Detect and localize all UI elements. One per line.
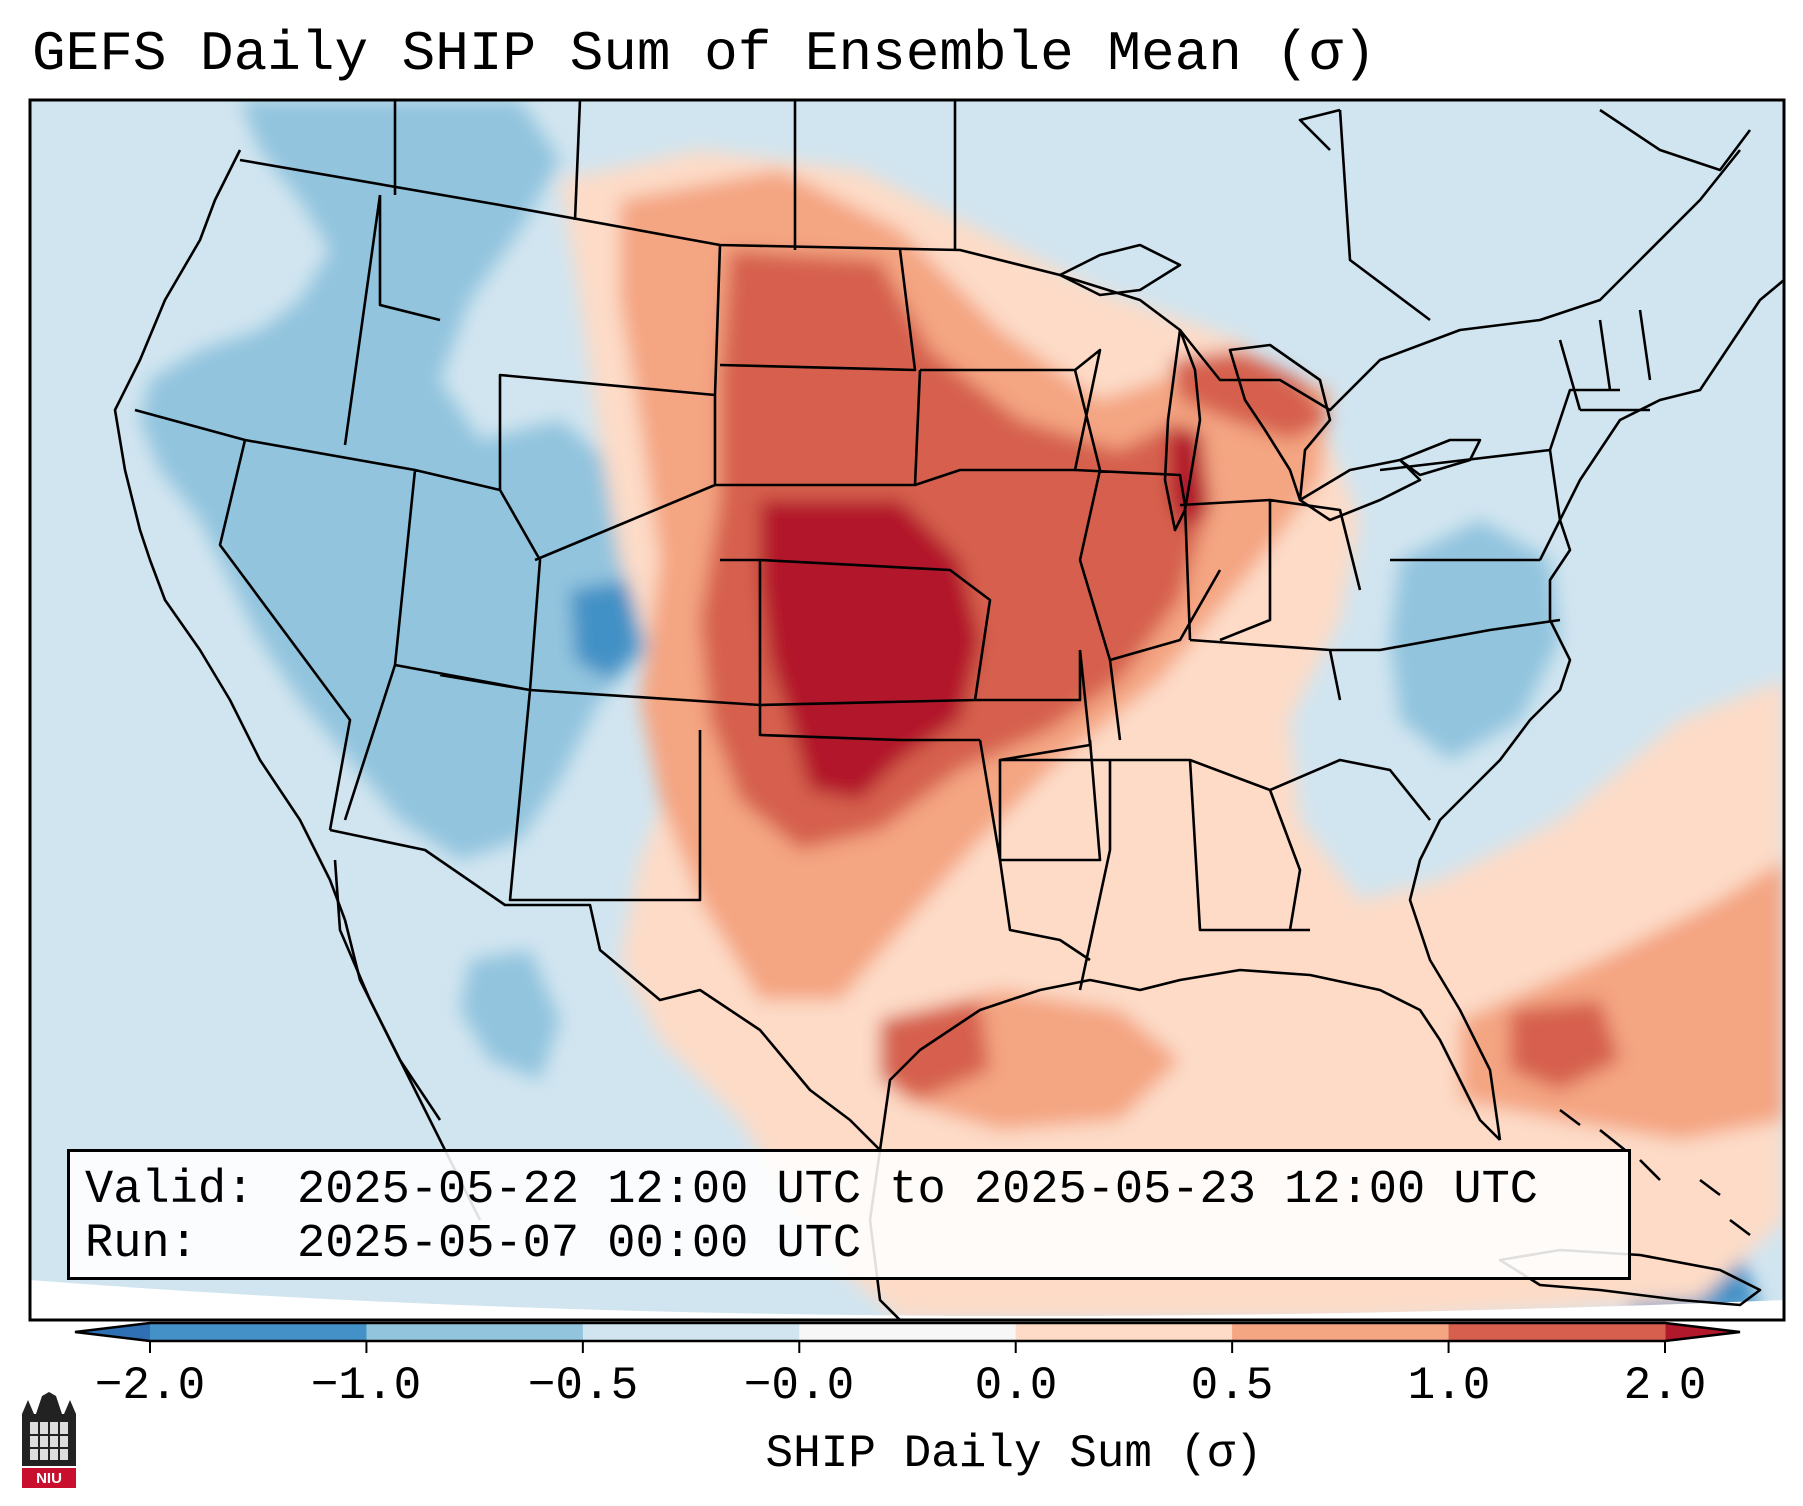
colorbar-tick-label-7: 2.0 xyxy=(1623,1360,1707,1412)
us-canada-border xyxy=(239,149,1742,412)
gulf-of-california-coastline xyxy=(333,859,442,1121)
colorbar-tick-label-0: −2.0 xyxy=(94,1360,206,1412)
boundary-lines xyxy=(113,100,1784,1320)
run-value: 2025-05-07 00:00 UTC xyxy=(297,1218,862,1271)
colorbar-extend-high xyxy=(1665,1323,1740,1341)
colorbar-tick-label-4: 0.0 xyxy=(974,1360,1058,1412)
map-frame xyxy=(28,98,1786,1322)
colorbar-label: SHIP Daily Sum (σ) xyxy=(765,1428,1263,1480)
anomaly-shading xyxy=(140,100,1784,1320)
negative-anomaly-region-west xyxy=(140,100,700,860)
gulf-coastline xyxy=(878,968,1501,1151)
valid-time-box: Valid: 2025-05-22 12:00 UTC to 2025-05-23… xyxy=(67,1149,1631,1280)
canada-north-features xyxy=(1298,108,1752,172)
colorbar-tick-label-6: 1.0 xyxy=(1407,1360,1491,1412)
atlantic-coastline xyxy=(1408,279,1784,1141)
positive-anomaly-region-texas xyxy=(880,1000,990,1100)
map-domain-edge xyxy=(30,1280,1784,1320)
valid-value: 2025-05-22 12:00 UTC to 2025-05-23 12:00… xyxy=(297,1164,1539,1217)
bahamas-islands xyxy=(1559,1108,1751,1237)
colorbar-tick-label-5: 0.5 xyxy=(1190,1360,1274,1412)
negative-anomaly-region-east xyxy=(1390,520,1560,760)
valid-row: Valid: 2025-05-22 12:00 UTC to 2025-05-23… xyxy=(85,1164,1628,1218)
colorbar-segment xyxy=(1232,1323,1450,1341)
run-row: Run: 2025-05-07 00:00 UTC xyxy=(85,1218,1628,1272)
great-lakes-outline xyxy=(1058,243,1482,532)
colorbar-segment xyxy=(366,1323,584,1341)
negative-anomaly-region-southwest xyxy=(460,950,560,1080)
colorbar-segment xyxy=(150,1323,367,1341)
niu-logo-icon: NIU xyxy=(22,1392,76,1488)
colorbar-tick-label-1: −1.0 xyxy=(310,1360,422,1412)
colorbar-extend-low xyxy=(75,1323,150,1341)
colorbar-segment xyxy=(1448,1323,1666,1341)
colorbar-segments xyxy=(75,1323,1740,1341)
canada-province-lines xyxy=(393,100,1431,322)
colorbar-tick-label-2: −0.5 xyxy=(527,1360,639,1412)
us-mexico-border xyxy=(329,828,881,1151)
colorbar-segment xyxy=(799,1323,1017,1341)
colorbar-tick-marks xyxy=(149,1341,1666,1353)
figure-title: GEFS Daily SHIP Sum of Ensemble Mean (σ) xyxy=(32,22,1377,86)
positive-anomaly-core-plains xyxy=(760,500,980,800)
positive-anomaly-region-bahamas xyxy=(1510,1000,1620,1090)
colorbar-segment xyxy=(1015,1323,1233,1341)
colorbar-segment xyxy=(582,1323,800,1341)
positive-anomaly-region-michigan xyxy=(1170,350,1330,440)
run-label: Run: xyxy=(85,1218,198,1271)
map-field xyxy=(30,100,1784,1320)
valid-label: Valid: xyxy=(85,1164,255,1217)
colorbar-tick-label-3: −0.0 xyxy=(743,1360,855,1412)
pacific-coastline xyxy=(113,149,347,921)
state-borders xyxy=(134,194,1652,991)
negative-anomaly-core xyxy=(570,580,640,680)
logo-text: NIU xyxy=(36,1470,62,1487)
